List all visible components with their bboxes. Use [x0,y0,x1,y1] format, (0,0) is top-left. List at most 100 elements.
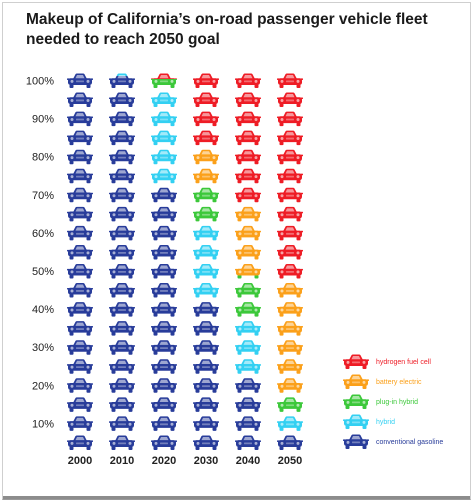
car-icon [67,206,93,222]
car-icon [193,397,219,412]
car-icon [151,149,177,165]
car-icon [67,92,93,108]
car-icon [193,340,219,355]
legend-car-icon [343,354,369,369]
car-icon [109,435,135,450]
car-icon [277,111,303,127]
car-icon [193,435,219,450]
car-icon [67,302,93,317]
car-icon [235,111,261,127]
car-icon [277,187,303,203]
car-icon [235,92,261,108]
car-icon [235,435,261,450]
car-icon [67,130,93,146]
legend-item-battery-electric: battery electric [343,374,422,389]
car-icon [277,244,303,260]
car-icon [277,302,303,317]
car-icon [193,149,219,165]
column-2010 [109,73,135,450]
x-tick-2050: 2050 [278,455,302,467]
car-icon [235,359,261,374]
car-icon [109,225,135,241]
legend-item-plug-in-hybrid: plug-in hybrid [343,394,418,409]
chart-title-line-2: needed to reach 2050 goal [26,31,220,48]
legend-item-hydrogen-fuel-cell: hydrogen fuel cell [343,354,431,369]
legend-label: hydrogen fuel cell [376,359,431,366]
car-icon [277,206,303,222]
car-icon [193,283,219,298]
car-icon [151,435,177,450]
chart-title: Makeup of California’s on-road passenger… [26,10,456,50]
car-icon [277,73,303,88]
car-icon [109,416,135,431]
car-icon [193,378,219,393]
car-columns [67,73,303,450]
car-icon [67,283,93,298]
x-tick-2040: 2040 [236,455,260,467]
car-icon [277,416,303,431]
column-2030 [193,73,219,450]
car-icon [235,283,261,298]
x-tick-2030: 2030 [194,455,218,467]
car-icon [151,321,177,336]
car-icon [193,321,219,336]
car-icon [235,206,261,222]
car-icon [193,244,219,260]
car-icon [67,264,93,279]
car-icon [67,187,93,203]
car-icon [109,302,135,317]
y-tick-label: 50% [32,266,54,278]
car-icon [235,264,261,279]
car-icon [193,187,219,203]
car-icon [109,73,135,88]
car-icon [109,92,135,108]
y-tick-label: 10% [32,418,54,430]
car-icon [151,302,177,317]
car-icon [151,359,177,374]
x-tick-2020: 2020 [152,455,176,467]
car-icon [67,244,93,260]
y-tick-label: 30% [32,342,54,354]
car-icon [109,130,135,146]
car-icon [277,225,303,241]
legend-label: plug-in hybrid [376,399,418,406]
car-icon [277,149,303,165]
y-axis: 10% 20% 30% 40% 50% 60% 70% 80% 90% 100% [26,76,54,431]
car-icon [277,378,303,393]
y-tick-label: 90% [32,114,54,126]
x-axis: 2000 2010 2020 2030 2040 2050 [68,455,302,467]
car-icon [193,225,219,241]
car-icon [277,283,303,298]
car-icon [193,302,219,317]
car-icon [235,302,261,317]
car-icon [151,340,177,355]
legend-car-icon [343,394,369,409]
car-icon [151,244,177,260]
car-icon [193,111,219,127]
car-icon [151,206,177,222]
car-icon [67,321,93,336]
car-icon [109,321,135,336]
car-icon [277,264,303,279]
car-icon [193,92,219,108]
car-icon [277,435,303,450]
y-tick-label: 20% [32,380,54,392]
car-icon [109,111,135,127]
car-icon-part [235,264,261,276]
car-icon [193,416,219,431]
car-icon [109,149,135,165]
car-icon [277,397,303,412]
car-icon [109,283,135,298]
y-tick-label: 40% [32,304,54,316]
car-icon [277,359,303,374]
legend-item-conventional-gasoline: conventional gasoline [343,434,443,449]
car-icon [67,416,93,431]
legend-label: conventional gasoline [376,439,443,446]
x-tick-2000: 2000 [68,455,92,467]
y-tick-label: 80% [32,152,54,164]
car-icon [235,225,261,241]
car-icon [151,92,177,108]
car-icon [235,416,261,431]
car-icon [109,187,135,203]
